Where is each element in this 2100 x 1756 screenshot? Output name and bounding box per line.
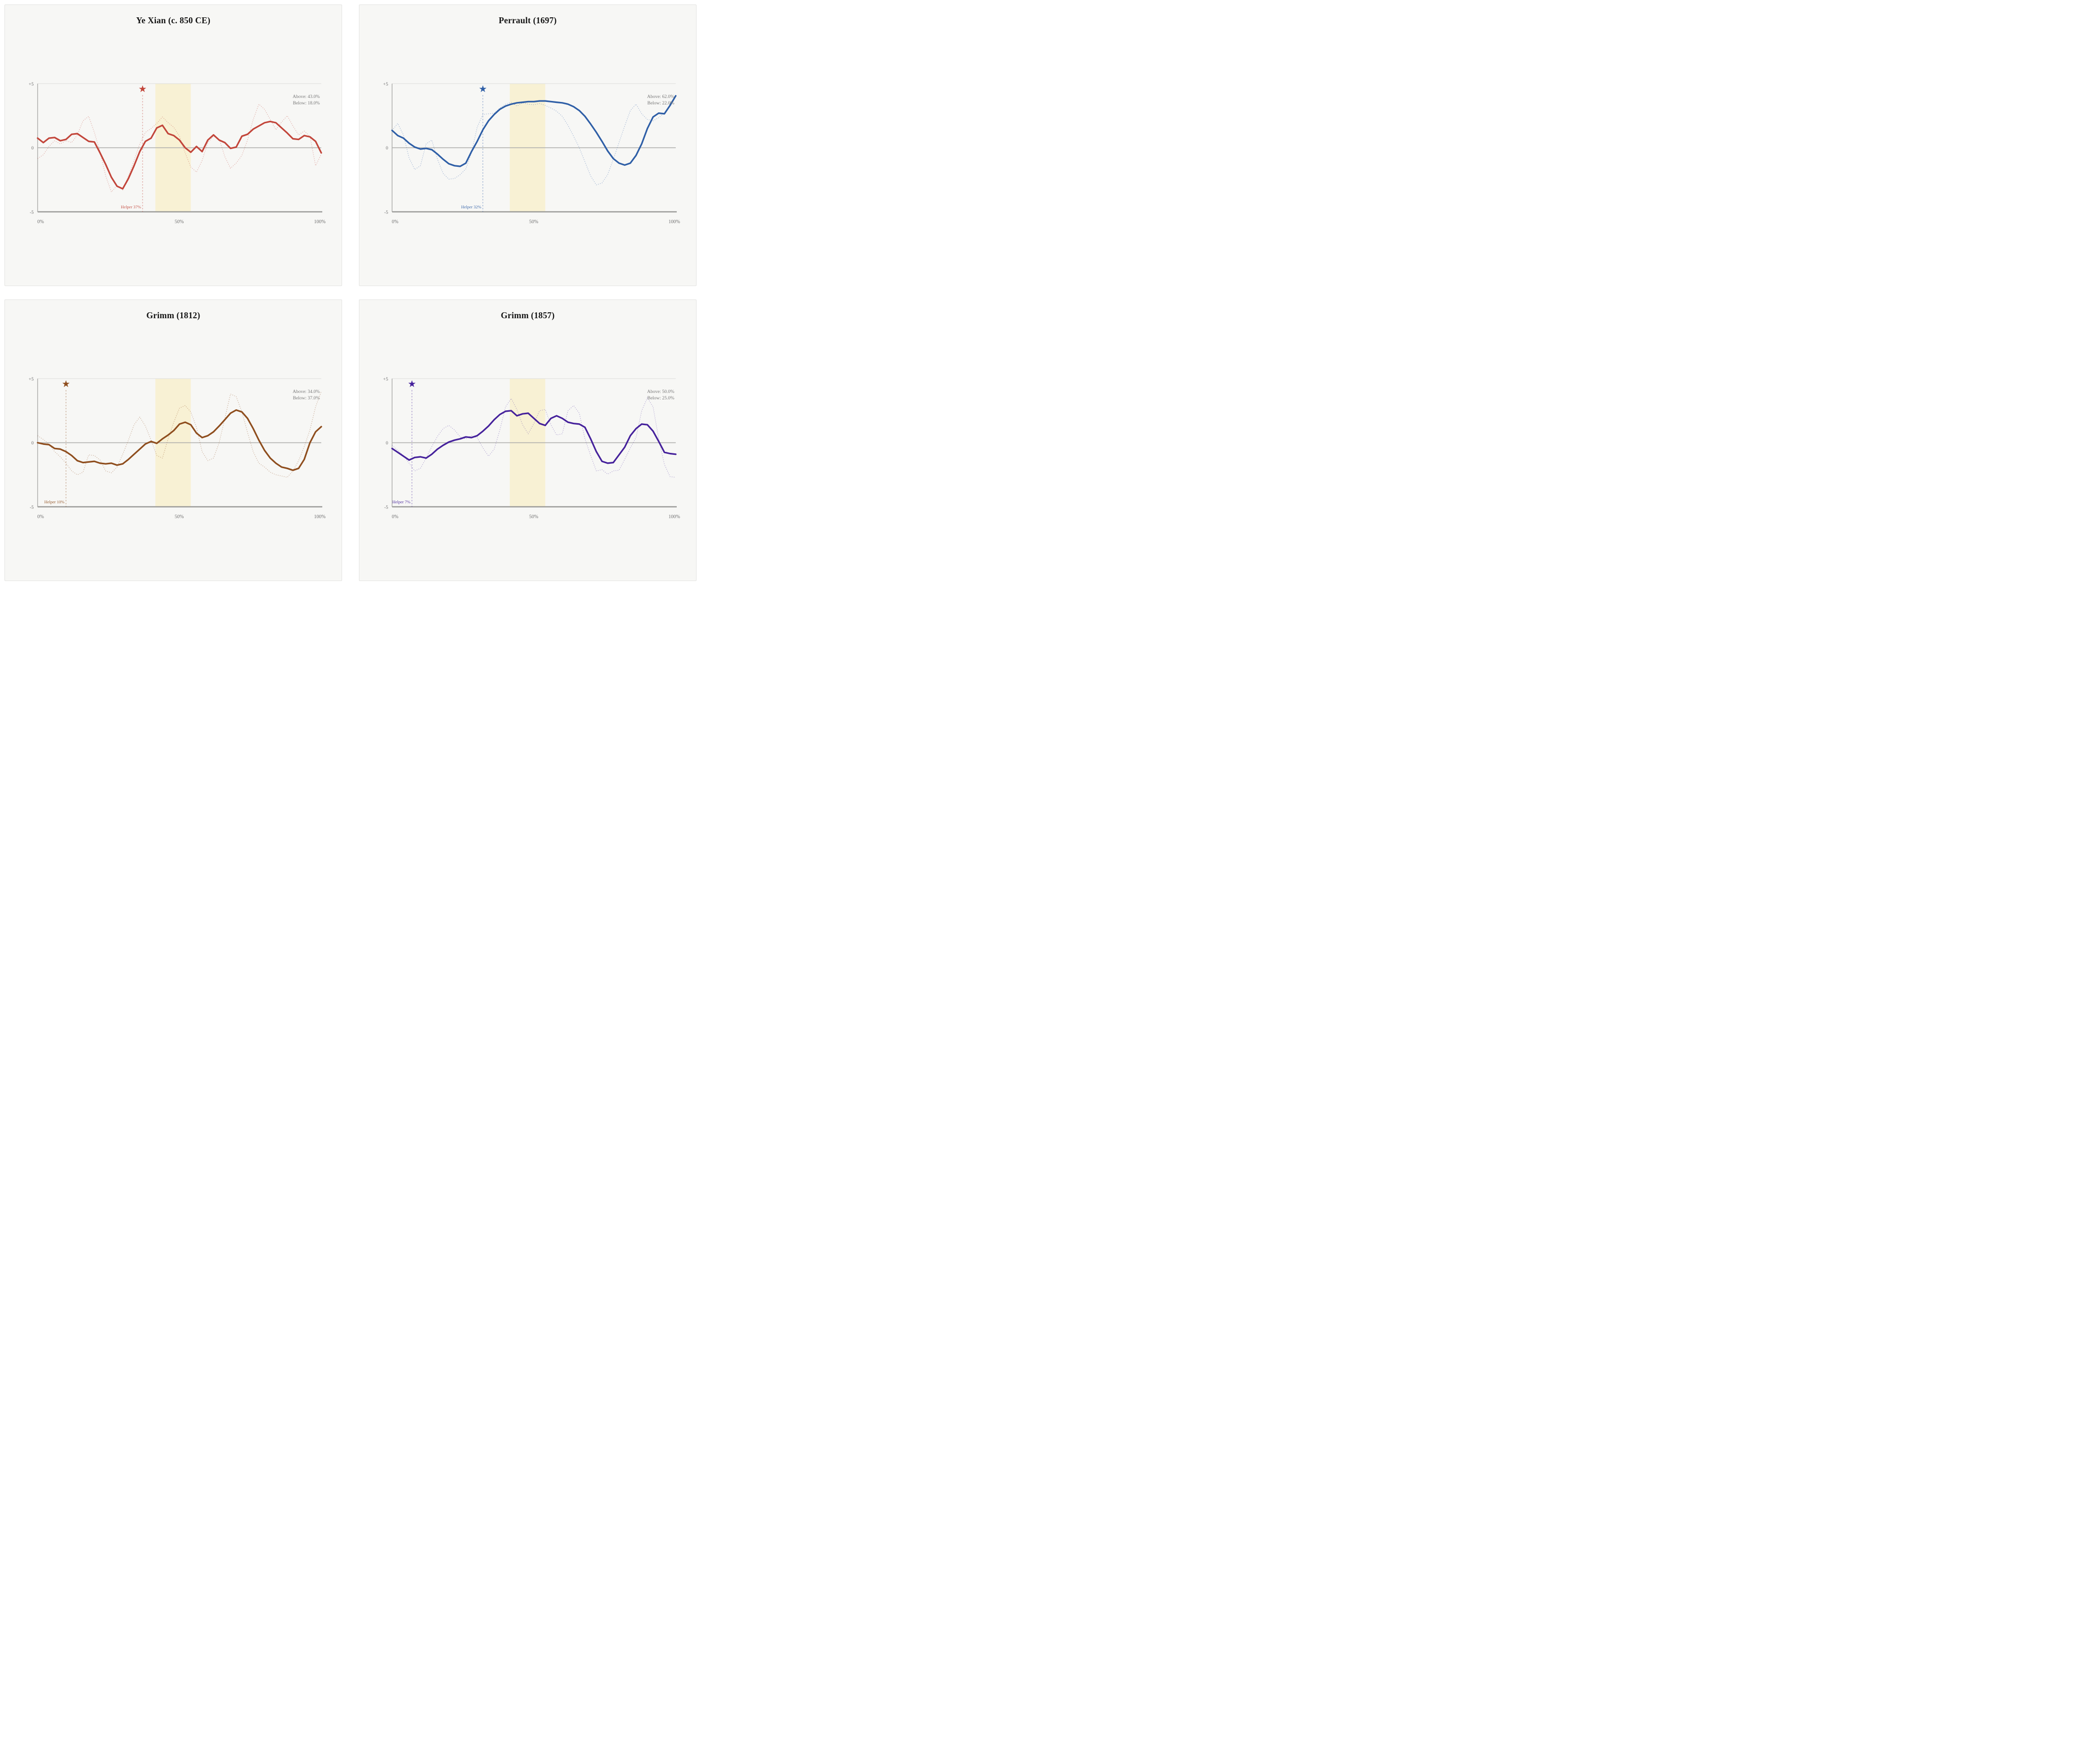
helper-label: Helper 37% — [121, 204, 141, 209]
y-tick-minus5: -5 — [384, 505, 388, 510]
line-series — [391, 397, 677, 478]
helper-star-icon: ★ — [62, 379, 70, 390]
annotation-below: Below: 18.0% — [293, 101, 320, 106]
raw-sentiment-line — [37, 103, 322, 193]
smoothed-sentiment-line — [391, 410, 677, 464]
x-tick-0: 0% — [37, 219, 44, 225]
helper-star-icon: ★ — [479, 84, 487, 95]
chart-title: Ye Xian (c. 850 CE) — [136, 15, 211, 25]
y-tick-plus5: +5 — [383, 377, 388, 382]
helper-star-icon: ★ — [408, 379, 416, 390]
helper-label: Helper 32% — [461, 204, 482, 209]
sentiment-chart: ★ +5 0 -5 0% 50% 100% Above: 62.0% Below… — [383, 82, 680, 225]
x-tick-50: 50% — [175, 514, 184, 520]
annotation-below: Below: 22.0% — [648, 101, 674, 106]
y-tick-zero: 0 — [31, 146, 34, 151]
x-tick-50: 50% — [529, 219, 538, 225]
smoothed-sentiment-line — [37, 409, 322, 471]
y-tick-minus5: -5 — [30, 505, 34, 510]
y-tick-minus5: -5 — [384, 210, 388, 215]
sentiment-chart: ★ +5 0 -5 0% 50% 100% Above: 50.0% Below… — [383, 377, 680, 520]
y-tick-plus5: +5 — [383, 82, 388, 87]
y-tick-zero: 0 — [386, 441, 388, 446]
y-tick-zero: 0 — [31, 441, 34, 446]
chart-title: Perrault (1697) — [499, 15, 557, 25]
line-series — [37, 103, 322, 193]
smoothed-sentiment-line — [391, 95, 677, 167]
x-tick-0: 0% — [37, 514, 44, 520]
panel-ye-xian: Ye Xian (c. 850 CE) ★ +5 0 -5 0% 50% 100… — [4, 4, 342, 286]
x-tick-0: 0% — [392, 219, 398, 225]
helper-label: Helper 7% — [393, 499, 411, 504]
chart-title: Grimm (1857) — [500, 310, 555, 320]
panel-grimm-1857: Grimm (1857) ★ +5 0 -5 0% 50% 100% Above… — [359, 299, 697, 581]
sentiment-chart: ★ +5 0 -5 0% 50% 100% Above: 43.0% Below… — [29, 82, 326, 225]
annotation-below: Below: 25.0% — [648, 396, 674, 401]
chart-title: Grimm (1812) — [146, 310, 200, 320]
x-tick-50: 50% — [529, 514, 538, 520]
smoothed-sentiment-line — [37, 120, 322, 190]
x-tick-100: 100% — [314, 219, 325, 225]
panel-grimm-1812: Grimm (1812) ★ +5 0 -5 0% 50% 100% Above… — [4, 299, 342, 581]
y-tick-minus5: -5 — [30, 210, 34, 215]
line-series — [391, 95, 677, 186]
annotation-below: Below: 37.0% — [293, 396, 320, 401]
annotation-above: Above: 34.0% — [293, 390, 320, 394]
x-tick-50: 50% — [175, 219, 184, 225]
y-tick-zero: 0 — [386, 146, 388, 151]
annotation-above: Above: 50.0% — [647, 390, 674, 394]
x-tick-0: 0% — [392, 514, 398, 520]
helper-label: Helper 10% — [44, 499, 64, 504]
raw-sentiment-line — [392, 95, 676, 186]
sentiment-arcs-dashboard: Ye Xian (c. 850 CE) ★ +5 0 -5 0% 50% 100… — [0, 0, 700, 585]
annotation-above: Above: 43.0% — [293, 95, 320, 99]
annotation-above: Above: 62.0% — [647, 95, 674, 99]
x-tick-100: 100% — [668, 514, 680, 520]
x-tick-100: 100% — [668, 219, 680, 225]
panel-perrault: Perrault (1697) ★ +5 0 -5 0% 50% 100% Ab… — [359, 4, 697, 286]
y-tick-plus5: +5 — [29, 82, 34, 87]
x-tick-100: 100% — [314, 514, 325, 520]
y-tick-plus5: +5 — [29, 377, 34, 382]
line-series — [37, 391, 322, 478]
raw-sentiment-line — [37, 391, 322, 478]
sentiment-chart: ★ +5 0 -5 0% 50% 100% Above: 34.0% Below… — [29, 377, 326, 520]
helper-star-icon: ★ — [138, 84, 147, 95]
